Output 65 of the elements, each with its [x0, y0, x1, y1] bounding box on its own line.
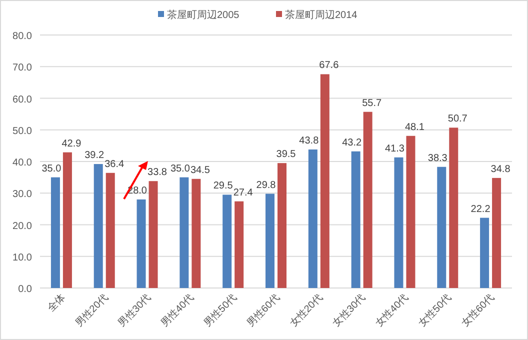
data-label: 39.2 — [84, 150, 105, 162]
data-label: 27.4 — [233, 187, 254, 198]
bar — [234, 201, 244, 288]
data-label: 41.3 — [384, 143, 405, 154]
y-tick-label: 20.0 — [12, 220, 32, 232]
bar — [363, 112, 372, 288]
x-tick-label: 全体 — [44, 292, 68, 314]
bar — [492, 178, 502, 288]
bar — [266, 194, 274, 288]
bar — [148, 181, 158, 288]
x-tick-label: 男性30代 — [116, 292, 154, 330]
data-label: 43.8 — [299, 135, 320, 146]
data-label: 67.6 — [319, 60, 340, 72]
y-tick-label: 0.0 — [18, 284, 32, 295]
bar — [480, 218, 490, 288]
x-tick-label: 女性20代 — [287, 292, 326, 330]
y-tick-label: 50.0 — [12, 126, 32, 137]
bar — [320, 74, 330, 288]
bar — [278, 163, 286, 288]
legend-label: 茶屋町周辺2014 — [285, 9, 358, 21]
bar — [62, 152, 72, 288]
data-label: 39.5 — [276, 149, 296, 160]
x-tick-label: 男性60代 — [244, 292, 282, 330]
y-tick-label: 10.0 — [12, 252, 32, 264]
bar — [394, 157, 404, 288]
x-tick-label: 男性50代 — [202, 292, 240, 330]
x-tick-label: 女性60代 — [459, 292, 497, 330]
data-label: 22.2 — [470, 204, 491, 215]
bar — [308, 149, 318, 288]
bar — [192, 178, 201, 288]
data-label: 42.9 — [62, 138, 82, 150]
legend-label: 茶屋町周辺2005 — [167, 9, 240, 21]
data-label: 34.8 — [490, 164, 511, 175]
x-tick-label: 男性40代 — [158, 292, 196, 330]
bar — [94, 164, 103, 288]
data-label: 43.2 — [342, 137, 362, 148]
bar — [50, 177, 60, 288]
y-tick-label: 80.0 — [12, 31, 32, 42]
y-tick-label: 70.0 — [12, 62, 32, 74]
data-label: 55.7 — [362, 98, 382, 109]
data-label: 35.0 — [42, 163, 62, 174]
bar — [449, 128, 458, 288]
data-label: 35.0 — [170, 163, 190, 174]
bar — [222, 194, 232, 288]
data-label: 33.8 — [148, 167, 168, 178]
data-label: 29.8 — [256, 180, 276, 191]
bar — [106, 172, 115, 288]
data-label: 29.5 — [213, 180, 234, 192]
x-tick-label: 女性50代 — [416, 292, 454, 330]
data-label: 36.4 — [104, 158, 125, 170]
data-label: 38.3 — [428, 152, 448, 164]
y-tick-label: 40.0 — [12, 158, 32, 168]
x-tick-label: 女性30代 — [330, 292, 368, 330]
data-label: 48.1 — [404, 122, 425, 133]
bar — [136, 199, 146, 288]
bar — [437, 166, 446, 288]
bar — [180, 177, 189, 288]
x-tick-label: 女性40代 — [373, 292, 411, 330]
y-tick-label: 60.0 — [12, 94, 32, 106]
x-tick-label: 男性20代 — [72, 292, 110, 330]
y-tick-label: 30.0 — [12, 189, 32, 200]
bar — [351, 151, 360, 288]
bar — [406, 136, 416, 288]
data-label: 50.7 — [448, 114, 468, 125]
data-label: 34.5 — [190, 164, 210, 176]
